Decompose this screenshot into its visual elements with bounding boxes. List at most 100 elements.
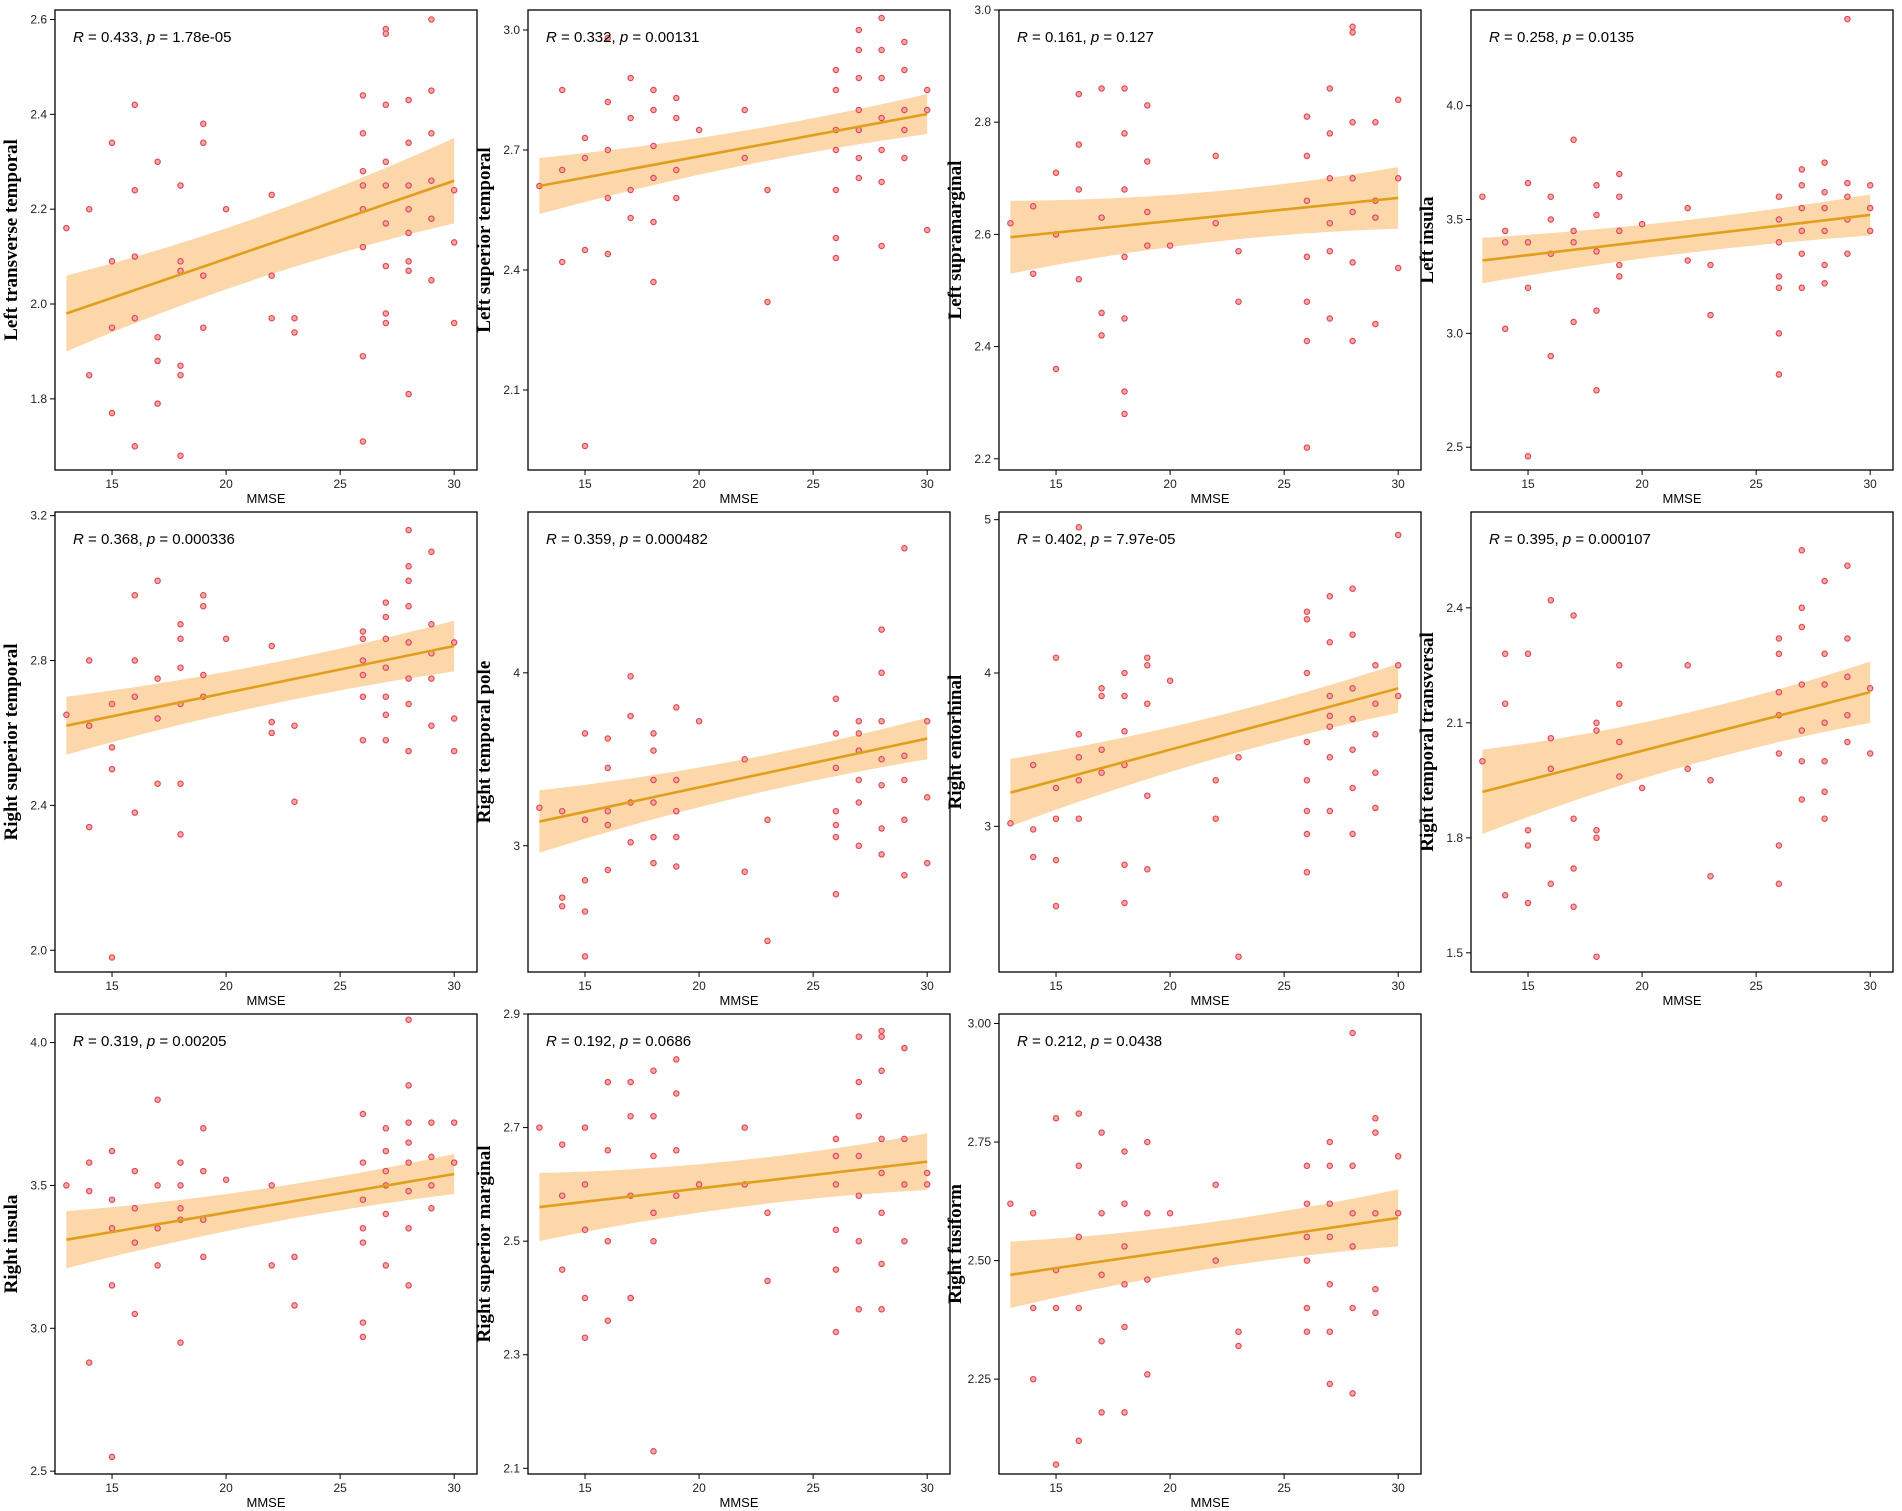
data-point-33 <box>764 1209 771 1217</box>
data-point-47 <box>878 242 885 250</box>
data-point-25 <box>1616 193 1623 200</box>
x-axis-label: MMSE <box>1663 491 1702 506</box>
data-point-21 <box>177 635 184 643</box>
y-axis-label: Right fusiform <box>945 1184 966 1304</box>
data-point-43 <box>1798 604 1806 612</box>
data-point-42 <box>382 30 390 37</box>
data-point-41 <box>382 693 390 700</box>
data-point-10 <box>1547 765 1555 773</box>
data-point-62 <box>923 717 931 725</box>
data-point-1 <box>1007 1200 1014 1207</box>
data-point-42 <box>855 842 863 850</box>
regression-line <box>539 112 928 188</box>
data-point-12 <box>1098 309 1105 317</box>
data-point-55 <box>901 871 908 879</box>
y-axis-label: Right insula <box>1 1194 22 1293</box>
data-point-30 <box>268 642 275 650</box>
data-point-54 <box>878 669 885 677</box>
data-point-49 <box>1821 188 1828 196</box>
p-value: = 0.127 <box>1099 29 1154 46</box>
correlation-annotation: R = 0.258, p = 0.0135 <box>1489 29 1634 46</box>
panel-11: 15 20 25 30 2.25 2.50 2.75 3.00 MMSE Right fusifo… <box>945 1013 1422 1510</box>
data-point-8 <box>1052 1115 1060 1122</box>
y-tick-label: 3.0 <box>30 1321 47 1335</box>
r-symbol: R <box>1017 1033 1028 1050</box>
data-point-22 <box>177 1159 184 1166</box>
data-point-45 <box>382 220 390 227</box>
data-point-15 <box>154 1225 161 1232</box>
data-point-37 <box>1775 635 1783 642</box>
data-point-50 <box>405 1119 412 1126</box>
data-point-32 <box>291 722 298 729</box>
data-point-31 <box>741 1124 748 1131</box>
data-point-46 <box>405 747 412 755</box>
x-tick-label: 25 <box>1749 477 1763 491</box>
data-point-14 <box>1075 524 1083 531</box>
data-point-39 <box>832 66 840 74</box>
data-point-15 <box>627 1294 634 1302</box>
confidence-band <box>1010 1189 1399 1309</box>
data-point-25 <box>1144 1371 1151 1378</box>
data-point-13 <box>604 34 612 42</box>
data-point-39 <box>1303 1162 1311 1170</box>
data-point-18 <box>627 673 634 680</box>
data-point-11 <box>604 146 612 154</box>
data-point-47 <box>382 310 390 317</box>
p-value: = 0.000336 <box>155 531 235 548</box>
correlation-annotation: R = 0.161, p = 0.127 <box>1017 29 1154 46</box>
data-point-35 <box>1303 197 1311 204</box>
p-value: = 0.00205 <box>155 1033 226 1050</box>
data-point-50 <box>1349 830 1356 838</box>
data-point-7 <box>1524 239 1532 246</box>
data-point-31 <box>1212 815 1219 822</box>
data-point-60 <box>428 130 435 137</box>
data-point-51 <box>1372 320 1379 328</box>
data-point-59 <box>1394 1153 1402 1160</box>
data-point-9 <box>1547 880 1555 888</box>
data-point-18 <box>177 780 184 787</box>
data-point-62 <box>428 215 435 222</box>
p-value: = 0.000482 <box>628 531 708 548</box>
data-point-45 <box>1326 1162 1334 1170</box>
data-point-64 <box>1394 531 1402 539</box>
data-point-14 <box>1570 239 1577 246</box>
data-point-56 <box>1844 562 1851 569</box>
data-point-37 <box>1775 216 1783 223</box>
y-axis-label: Right superior marginal <box>474 1145 495 1342</box>
r-value: = 0.433, <box>84 29 147 46</box>
data-point-2 <box>85 823 93 831</box>
data-point-42 <box>1326 130 1334 137</box>
data-point-57 <box>428 621 435 628</box>
data-point-24 <box>1616 227 1623 235</box>
data-point-53 <box>1372 1309 1379 1317</box>
y-tick-label: 2.8 <box>30 654 47 668</box>
data-point-51 <box>878 1135 885 1143</box>
data-point-25 <box>200 1167 207 1175</box>
data-point-50 <box>878 781 885 789</box>
data-point-48 <box>1821 204 1828 212</box>
data-point-31 <box>291 798 298 806</box>
p-value: = 0.0686 <box>628 1033 691 1050</box>
data-point-20 <box>177 1205 184 1212</box>
data-point-18 <box>177 362 184 369</box>
y-tick-label: 3.00 <box>968 1016 992 1030</box>
data-point-25 <box>1616 662 1623 669</box>
data-point-39 <box>359 182 367 189</box>
data-point-43 <box>382 101 390 109</box>
confidence-band <box>1010 167 1399 274</box>
data-point-43 <box>1326 807 1334 815</box>
x-tick-label: 30 <box>1392 477 1406 491</box>
data-point-12 <box>1547 734 1555 742</box>
y-tick-label: 2.7 <box>503 1121 520 1135</box>
data-point-1 <box>1479 757 1486 765</box>
data-point-14 <box>1098 85 1105 92</box>
data-point-57 <box>450 1159 458 1166</box>
data-point-55 <box>901 1237 908 1245</box>
data-point-3 <box>1029 1304 1037 1312</box>
data-point-54 <box>878 1027 885 1035</box>
data-point-59 <box>923 226 931 234</box>
data-point-15 <box>154 675 161 682</box>
data-point-26 <box>200 272 207 279</box>
data-point-12 <box>131 1205 139 1212</box>
data-point-36 <box>359 167 367 175</box>
